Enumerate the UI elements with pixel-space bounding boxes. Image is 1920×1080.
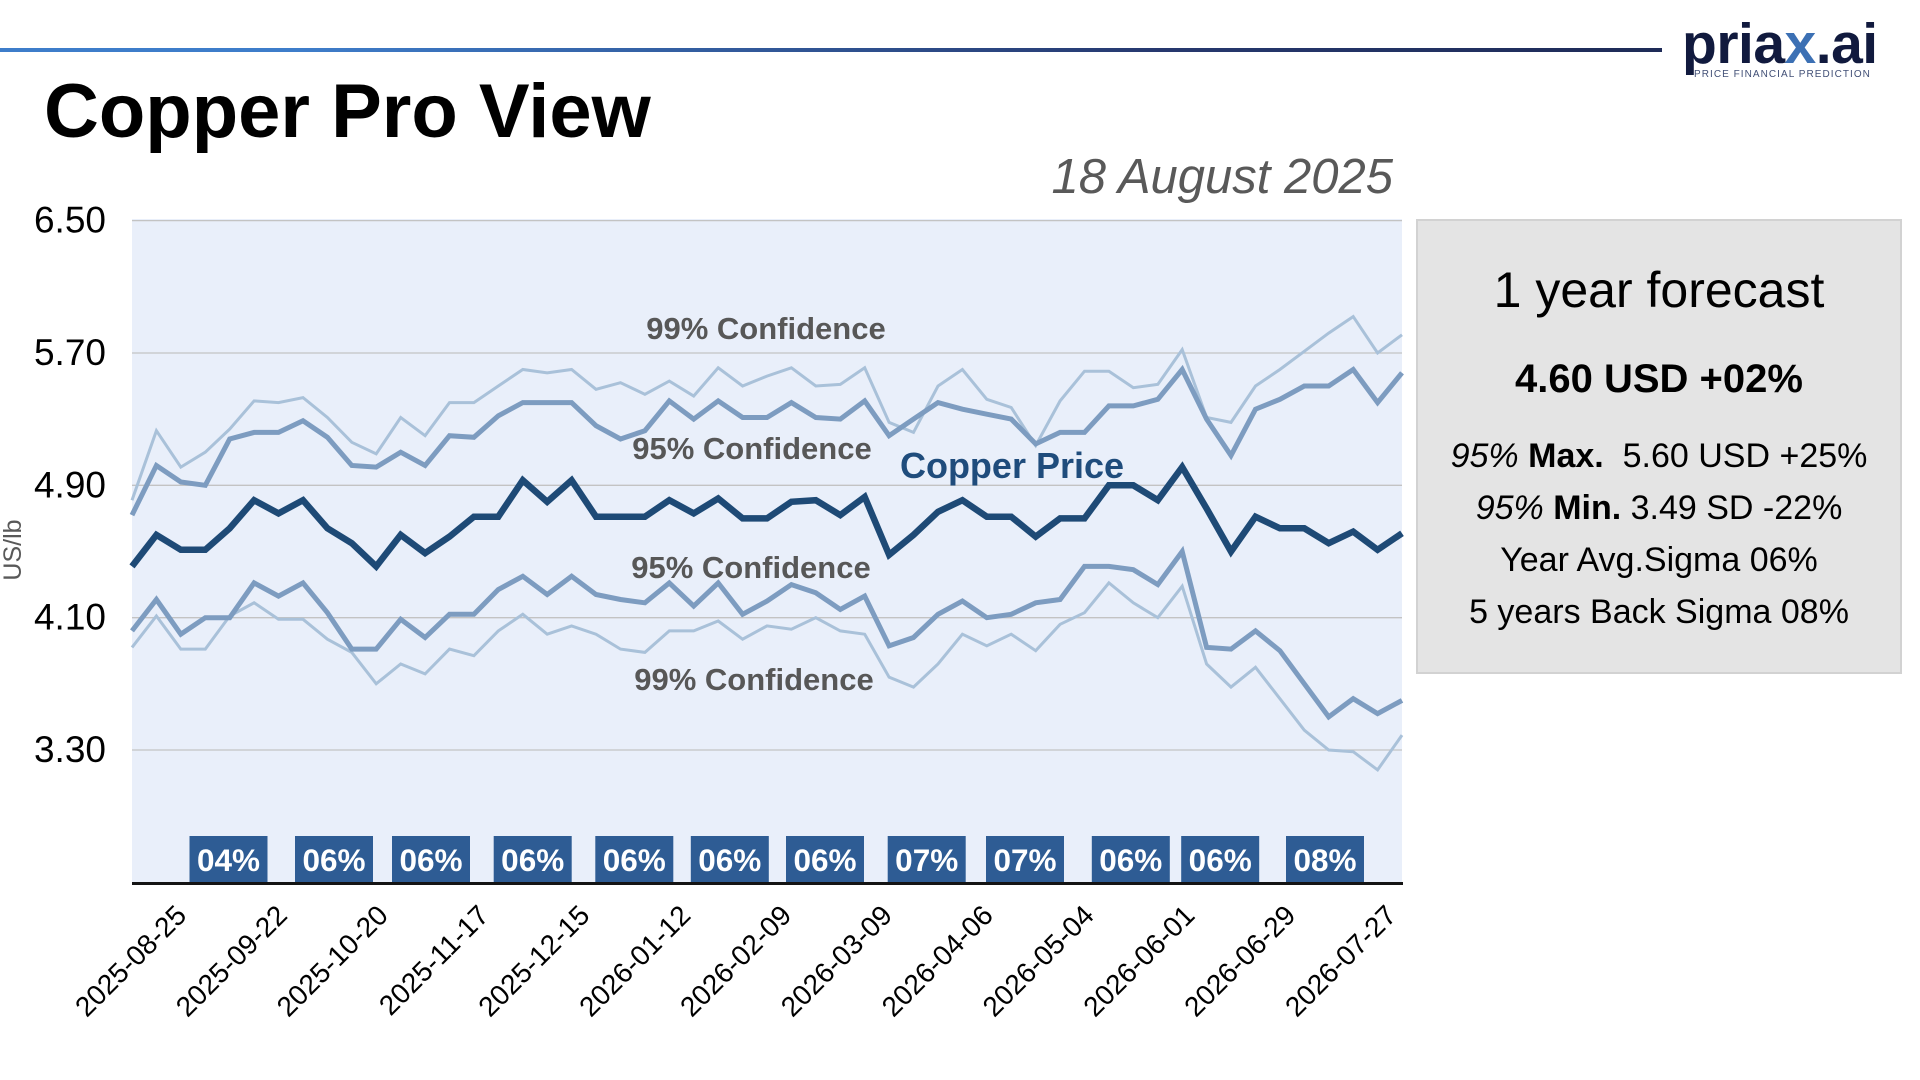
svg-text:US/lb: US/lb bbox=[0, 519, 27, 580]
svg-text:06%: 06% bbox=[399, 842, 462, 878]
svg-text:Copper Price: Copper Price bbox=[900, 445, 1124, 486]
svg-text:4.10: 4.10 bbox=[34, 597, 106, 638]
svg-text:06%: 06% bbox=[698, 842, 761, 878]
svg-text:06%: 06% bbox=[1099, 842, 1162, 878]
svg-text:5.70: 5.70 bbox=[34, 332, 106, 373]
svg-text:06%: 06% bbox=[1189, 842, 1252, 878]
svg-text:08%: 08% bbox=[1293, 842, 1356, 878]
svg-text:06%: 06% bbox=[603, 842, 666, 878]
svg-text:6.50: 6.50 bbox=[34, 200, 106, 241]
svg-text:4.90: 4.90 bbox=[34, 464, 106, 505]
svg-text:06%: 06% bbox=[501, 842, 564, 878]
svg-text:95% Confidence: 95% Confidence bbox=[632, 431, 871, 466]
svg-text:06%: 06% bbox=[793, 842, 856, 878]
svg-text:3.30: 3.30 bbox=[34, 729, 106, 770]
svg-text:07%: 07% bbox=[895, 842, 958, 878]
svg-text:06%: 06% bbox=[302, 842, 365, 878]
svg-text:04%: 04% bbox=[197, 842, 260, 878]
svg-text:99% Confidence: 99% Confidence bbox=[646, 311, 885, 346]
svg-text:95% Confidence: 95% Confidence bbox=[631, 550, 870, 585]
svg-text:99% Confidence: 99% Confidence bbox=[634, 662, 873, 697]
svg-text:07%: 07% bbox=[993, 842, 1056, 878]
